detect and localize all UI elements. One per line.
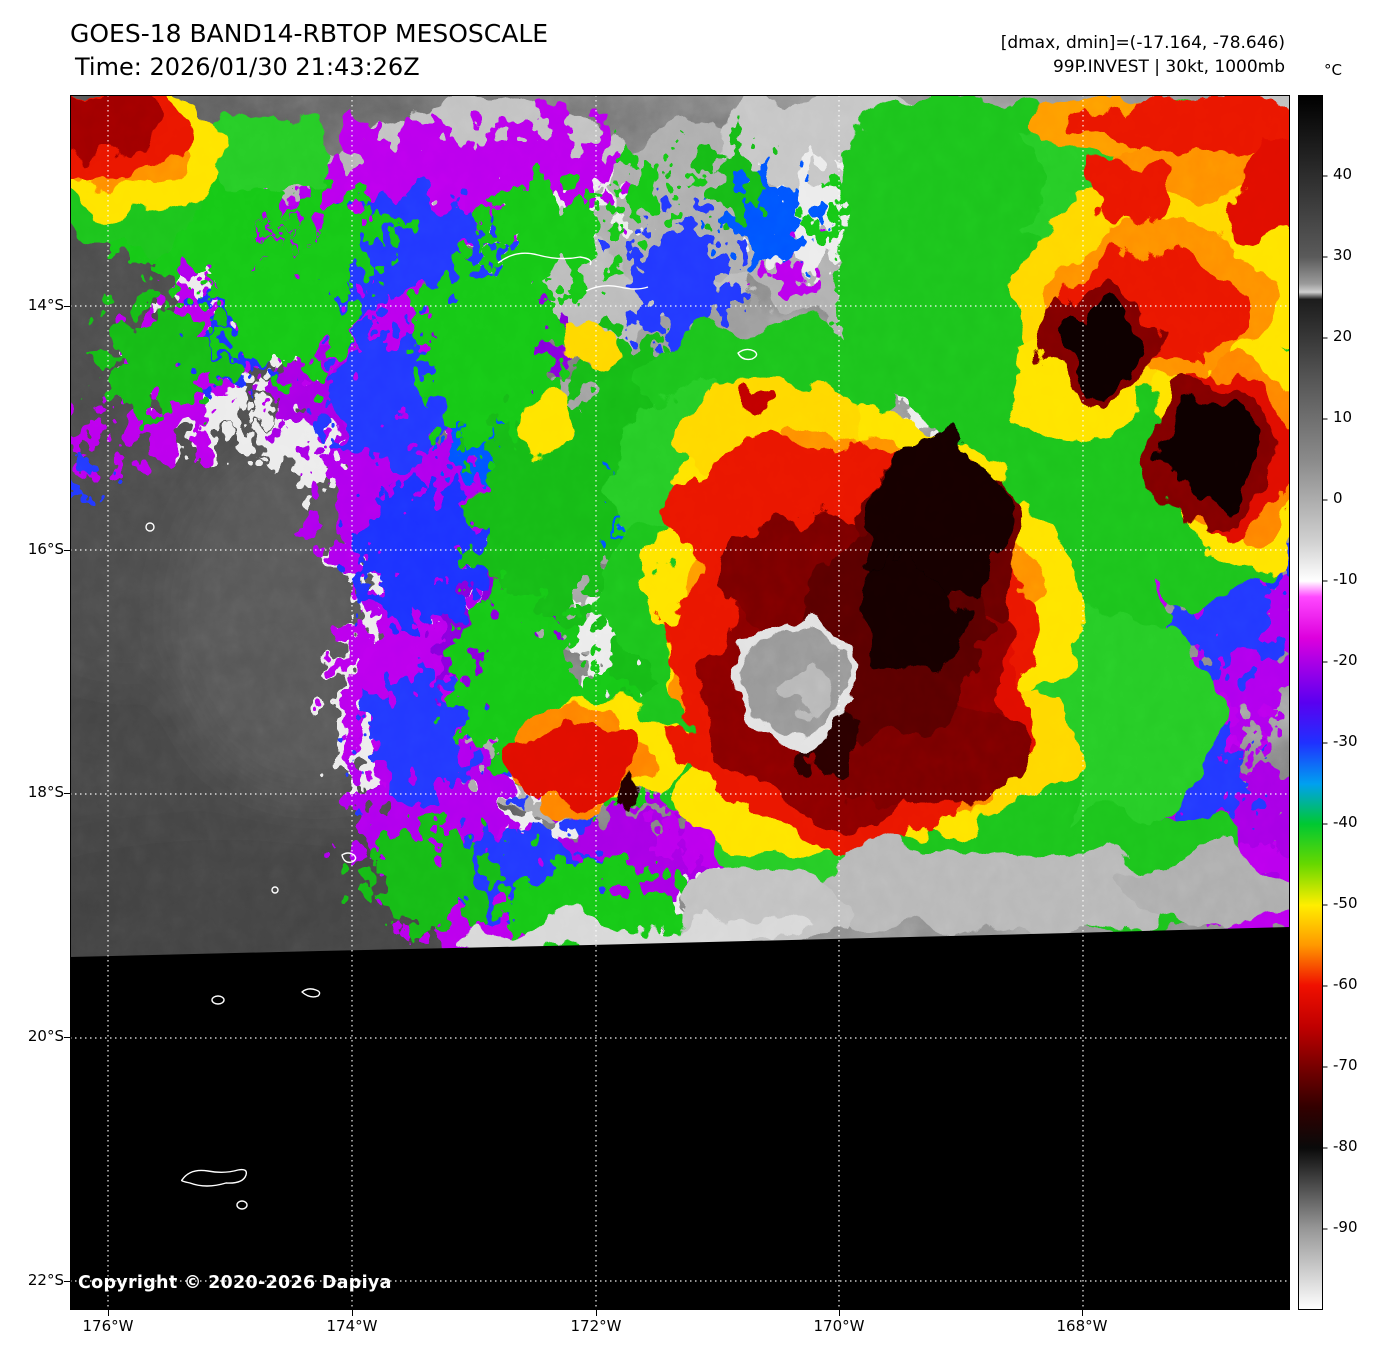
colorbar <box>1298 95 1328 1310</box>
colorbar-tick-label: 40 <box>1333 165 1353 183</box>
grid-lines <box>70 95 1290 1310</box>
island-outline <box>341 852 357 864</box>
coastline-outlines <box>145 252 758 1210</box>
colorbar-tick-label: -30 <box>1333 732 1358 750</box>
colorbar-tick-label: -80 <box>1333 1137 1358 1155</box>
island-outline <box>211 995 225 1005</box>
no-data-region <box>70 927 1290 1310</box>
island-outline <box>271 886 279 894</box>
island-outline <box>737 348 758 361</box>
satellite-imagery <box>70 95 1290 1310</box>
island-outline <box>301 988 321 998</box>
figure-title: GOES-18 BAND14-RBTOP MESOSCALE <box>70 19 549 48</box>
lat-tick-label: 18°S <box>27 783 64 801</box>
colorbar-tick-label: -50 <box>1333 894 1358 912</box>
colorbar-tick-label: 10 <box>1333 408 1353 426</box>
colorbar-tick-label: -60 <box>1333 975 1358 993</box>
colorbar-tick-label: -70 <box>1333 1056 1358 1074</box>
lon-tick-label: 174°W <box>326 1317 378 1335</box>
lat-tick-label: 22°S <box>27 1271 64 1289</box>
colorbar-tick-label: -40 <box>1333 813 1358 831</box>
copyright-watermark: Copyright © 2020-2026 Dapiya <box>78 1273 392 1293</box>
island-outline <box>585 284 649 292</box>
colorbar-tick-label: -20 <box>1333 651 1358 669</box>
lon-tick-label: 172°W <box>570 1317 622 1335</box>
lon-tick-label: 168°W <box>1056 1317 1108 1335</box>
colorbar-tick-label: 30 <box>1333 246 1353 264</box>
dmax-dmin-readout: [dmax, dmin]=(-17.164, -78.646) <box>1000 33 1285 53</box>
lat-tick-label: 16°S <box>27 540 64 558</box>
map-frame <box>70 95 1290 1310</box>
storm-info: 99P.INVEST | 30kt, 1000mb <box>1052 57 1285 77</box>
island-outline <box>145 522 155 532</box>
figure-timestamp: Time: 2026/01/30 21:43:26Z <box>75 53 420 81</box>
lat-tick-label: 20°S <box>27 1027 64 1045</box>
colorbar-tick-label: -90 <box>1333 1218 1358 1236</box>
colorbar-ticks <box>1322 175 1328 1230</box>
colorbar-tick-label: 20 <box>1333 327 1353 345</box>
colorbar-unit-label: °C <box>1324 61 1342 79</box>
lon-tick-label: 176°W <box>82 1317 134 1335</box>
colorbar-tick-label: 0 <box>1333 489 1343 507</box>
lat-tick-label: 14°S <box>27 296 64 314</box>
island-outline <box>236 1200 248 1210</box>
island-outline <box>497 252 592 266</box>
colorbar-gradient <box>1298 95 1323 1310</box>
axis-ticks <box>64 306 1083 1316</box>
colorbar-tick-label: -10 <box>1333 570 1358 588</box>
lon-tick-label: 170°W <box>813 1317 865 1335</box>
island-outline <box>180 1168 248 1187</box>
